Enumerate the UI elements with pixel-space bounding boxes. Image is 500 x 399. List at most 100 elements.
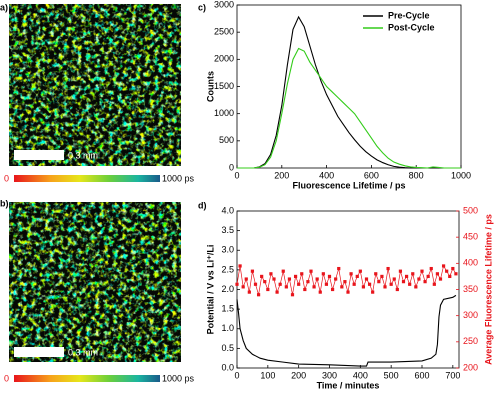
- y-axis-label: Counts: [205, 71, 215, 102]
- y2-tick-label: 350: [463, 284, 478, 294]
- y-tick-label: 0.0: [221, 362, 234, 372]
- data-point: [389, 282, 393, 286]
- data-point: [432, 282, 436, 286]
- data-point: [398, 269, 403, 273]
- data-point: [278, 282, 282, 286]
- x-tick-label: 100: [260, 370, 275, 380]
- x-axis-label: Fluorescence Lifetime / ps: [292, 180, 405, 190]
- x-tick-label: 0: [234, 370, 239, 380]
- colorbar-label: 0: [4, 373, 9, 383]
- x-tick-label: 300: [322, 370, 337, 380]
- y-tick-label: 0: [229, 162, 234, 172]
- data-point: [330, 287, 335, 292]
- data-point: [435, 272, 440, 276]
- scale-bar-label: 0.3 mm: [68, 347, 98, 357]
- data-point: [401, 280, 406, 284]
- y-tick-label: 3000: [214, 0, 234, 9]
- data-point: [300, 272, 304, 276]
- x-tick-label: 400: [353, 370, 368, 380]
- data-point: [244, 277, 248, 281]
- data-point: [266, 287, 270, 292]
- data-point: [247, 290, 251, 294]
- data-point: [392, 277, 396, 281]
- data-point: [303, 287, 307, 292]
- data-point: [343, 280, 347, 284]
- colorbar-label: 1000 ps: [162, 373, 195, 383]
- data-point: [269, 272, 273, 276]
- y-tick-label: 2500: [214, 27, 234, 37]
- data-point: [256, 293, 261, 297]
- y-tick-label: 2.5: [221, 264, 234, 274]
- x-tick-label: 700: [445, 370, 460, 380]
- data-point: [355, 274, 359, 279]
- data-point: [448, 274, 452, 279]
- data-point: [377, 280, 381, 284]
- data-point: [263, 280, 267, 284]
- x-tick-label: 500: [384, 370, 399, 380]
- plot-frame: [236, 210, 460, 369]
- colorbar-label: 0: [4, 173, 9, 183]
- data-point: [441, 264, 446, 268]
- data-point: [417, 277, 421, 281]
- data-point: [321, 272, 325, 276]
- colorbar: [14, 175, 160, 182]
- x-tick-label: 200: [274, 170, 289, 180]
- flim-texture: [9, 4, 181, 166]
- y-tick-label: 0.5: [221, 343, 234, 353]
- x-tick-label: 400: [319, 170, 334, 180]
- scale-bar: [14, 347, 64, 357]
- data-point: [272, 277, 276, 281]
- data-point: [408, 282, 412, 286]
- data-point: [454, 272, 458, 276]
- data-point: [367, 282, 372, 286]
- data-point: [306, 280, 310, 284]
- data-point: [395, 287, 399, 292]
- y2-tick-label: 300: [463, 310, 478, 320]
- data-point: [238, 264, 242, 268]
- data-point: [438, 277, 443, 281]
- data-point: [411, 272, 415, 276]
- data-point: [383, 285, 387, 289]
- x-tick-label: 800: [409, 170, 424, 180]
- legend-label: Post-Cycle: [388, 22, 435, 32]
- data-point: [337, 266, 341, 271]
- data-point: [374, 272, 378, 276]
- data-point: [312, 285, 316, 289]
- y2-tick-label: 200: [463, 362, 478, 372]
- y2-tick-label: 250: [463, 336, 478, 346]
- data-point: [284, 285, 288, 289]
- data-point: [281, 269, 285, 273]
- data-point: [451, 266, 455, 271]
- data-point: [250, 269, 255, 273]
- data-point: [293, 274, 298, 279]
- x-tick-label: 600: [414, 370, 429, 380]
- data-point: [358, 269, 362, 273]
- data-point: [290, 293, 295, 297]
- data-point: [260, 274, 264, 279]
- x-tick-label: 1000: [451, 170, 471, 180]
- y-tick-label: 1.0: [221, 323, 234, 333]
- data-point: [297, 282, 301, 286]
- data-point: [380, 274, 384, 279]
- data-point: [429, 266, 433, 271]
- panel-label: a): [0, 2, 8, 12]
- data-point: [324, 282, 329, 286]
- data-point: [334, 277, 338, 281]
- y2-tick-label: 500: [463, 205, 478, 215]
- data-point: [423, 280, 427, 284]
- x-tick-label: 200: [291, 370, 306, 380]
- data-point: [361, 285, 366, 289]
- data-point: [235, 282, 239, 286]
- data-point: [445, 269, 449, 273]
- legend-label: Pre-Cycle: [388, 10, 430, 20]
- data-point: [364, 277, 369, 281]
- y-tick-label: 2.0: [221, 284, 234, 294]
- data-point: [426, 274, 430, 279]
- data-point: [287, 277, 292, 281]
- data-point: [346, 290, 350, 294]
- series-line: [237, 15, 461, 169]
- scale-bar-label: 0.3 mm: [68, 150, 98, 160]
- x-tick-label: 600: [364, 170, 379, 180]
